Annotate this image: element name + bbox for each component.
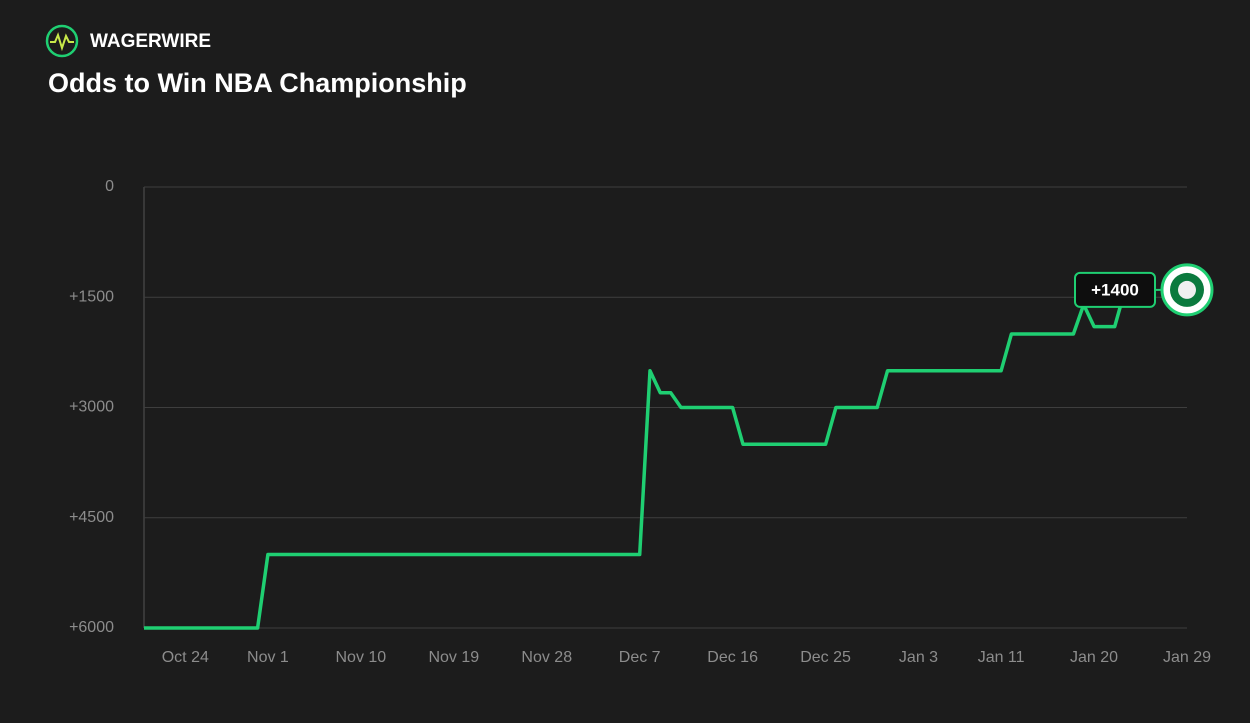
y-tick-label: 0 — [105, 178, 114, 195]
brand-logo — [45, 24, 79, 58]
x-tick-label: Nov 10 — [336, 649, 387, 666]
y-tick-label: +3000 — [69, 399, 114, 416]
x-tick-label: Jan 3 — [899, 649, 938, 666]
x-tick-label: Oct 24 — [162, 649, 209, 666]
team-logo-inner — [1178, 280, 1196, 299]
chart-title: Odds to Win NBA Championship — [48, 68, 467, 98]
x-tick-label: Nov 28 — [521, 649, 572, 666]
y-tick-label: +1500 — [69, 288, 114, 305]
value-label: +1400 — [1091, 280, 1139, 299]
x-tick-label: Jan 29 — [1163, 649, 1211, 666]
x-tick-label: Dec 7 — [619, 649, 661, 666]
x-tick-label: Jan 11 — [978, 649, 1025, 666]
y-tick-label: +6000 — [69, 619, 114, 636]
x-tick-label: Nov 1 — [247, 649, 289, 666]
line — [144, 289, 1127, 630]
brand-name: WAGERWIRE — [90, 31, 211, 52]
x-tick-label: Nov 19 — [428, 649, 479, 666]
x-tick-label: Dec 16 — [707, 649, 758, 666]
x-tick-label: Dec 25 — [800, 649, 851, 666]
y-tick-label: +4500 — [69, 509, 114, 526]
value-label-box — [1074, 271, 1156, 308]
x-tick-label: Jan 20 — [1070, 649, 1118, 666]
